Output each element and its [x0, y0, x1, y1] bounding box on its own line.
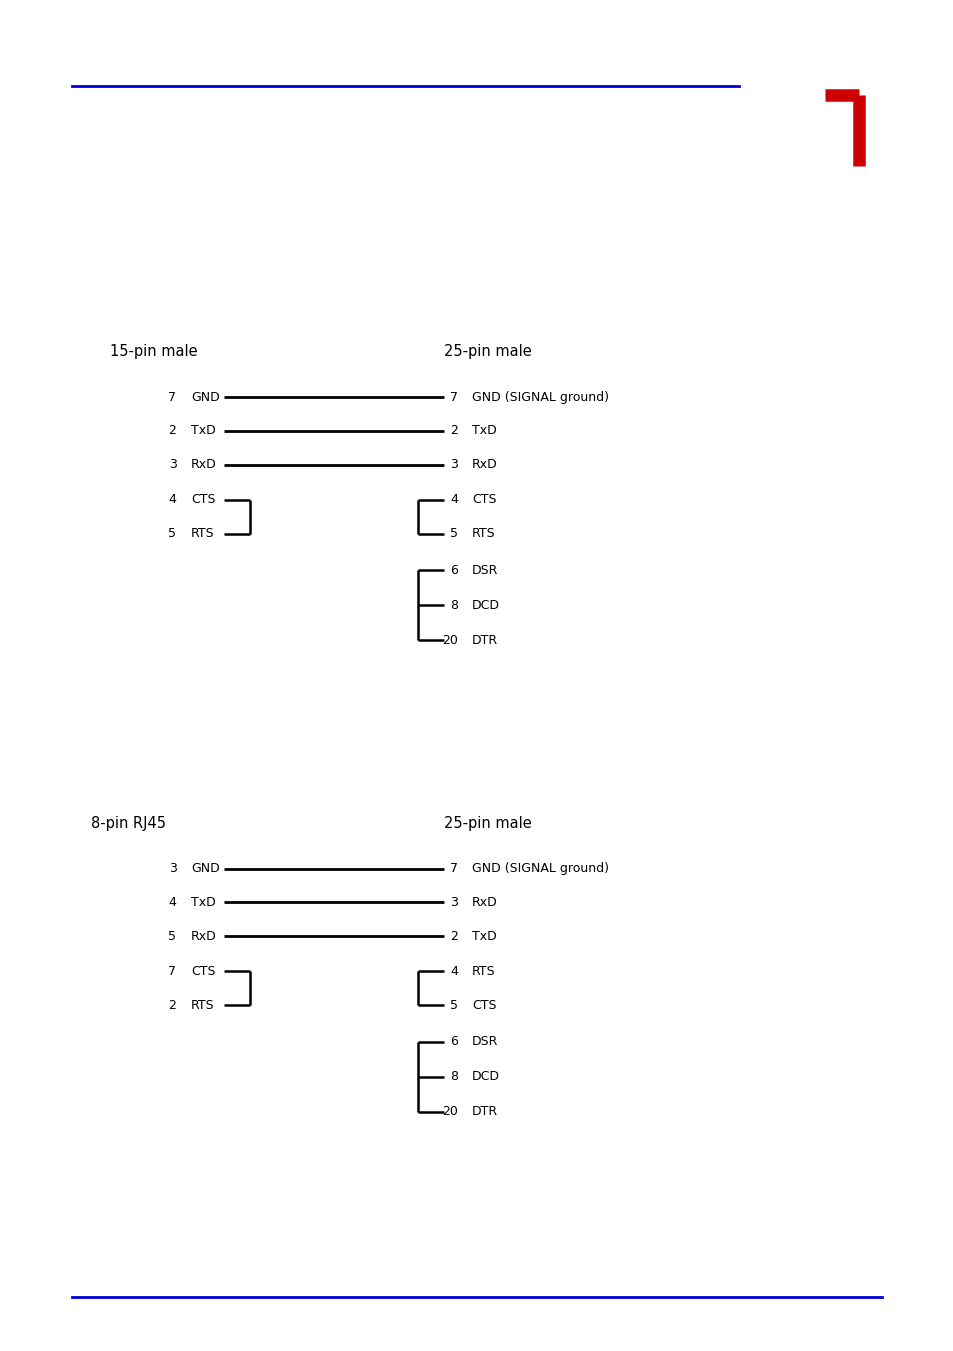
- Text: 25-pin male: 25-pin male: [443, 345, 531, 359]
- Text: 5: 5: [450, 527, 457, 540]
- Text: GND (SIGNAL ground): GND (SIGNAL ground): [472, 862, 609, 875]
- Text: DSR: DSR: [472, 1035, 498, 1048]
- Text: GND (SIGNAL ground): GND (SIGNAL ground): [472, 390, 609, 404]
- Text: 2: 2: [450, 929, 457, 943]
- Text: 4: 4: [169, 493, 176, 507]
- Text: 4: 4: [450, 965, 457, 978]
- Text: RTS: RTS: [191, 527, 214, 540]
- Text: 2: 2: [169, 424, 176, 438]
- Text: 3: 3: [450, 458, 457, 471]
- Text: 8-pin RJ45: 8-pin RJ45: [91, 816, 166, 831]
- Text: DCD: DCD: [472, 598, 499, 612]
- Text: TxD: TxD: [191, 896, 215, 909]
- Text: DSR: DSR: [472, 563, 498, 577]
- Text: 6: 6: [450, 563, 457, 577]
- Text: TxD: TxD: [191, 424, 215, 438]
- Text: 5: 5: [169, 929, 176, 943]
- Text: CTS: CTS: [472, 998, 497, 1012]
- Text: RxD: RxD: [191, 458, 216, 471]
- Text: RxD: RxD: [472, 896, 497, 909]
- Text: TxD: TxD: [472, 424, 497, 438]
- Text: RTS: RTS: [191, 998, 214, 1012]
- Text: 8: 8: [450, 1070, 457, 1084]
- Text: 7: 7: [450, 862, 457, 875]
- Text: 4: 4: [450, 493, 457, 507]
- Text: 20: 20: [441, 634, 457, 647]
- Text: 3: 3: [450, 896, 457, 909]
- Text: 5: 5: [450, 998, 457, 1012]
- Text: 20: 20: [441, 1105, 457, 1119]
- Text: 7: 7: [450, 390, 457, 404]
- Text: TxD: TxD: [472, 929, 497, 943]
- Text: CTS: CTS: [191, 965, 215, 978]
- Text: DCD: DCD: [472, 1070, 499, 1084]
- Text: 6: 6: [450, 1035, 457, 1048]
- Text: RxD: RxD: [472, 458, 497, 471]
- Text: 4: 4: [169, 896, 176, 909]
- Text: RTS: RTS: [472, 527, 496, 540]
- Text: GND: GND: [191, 862, 219, 875]
- Text: 25-pin male: 25-pin male: [443, 816, 531, 831]
- Text: DTR: DTR: [472, 1105, 497, 1119]
- Text: RxD: RxD: [191, 929, 216, 943]
- Text: 7: 7: [169, 965, 176, 978]
- Text: CTS: CTS: [472, 493, 497, 507]
- Text: RTS: RTS: [472, 965, 496, 978]
- Text: 2: 2: [450, 424, 457, 438]
- Text: 8: 8: [450, 598, 457, 612]
- Text: CTS: CTS: [191, 493, 215, 507]
- Text: 2: 2: [169, 998, 176, 1012]
- Text: 3: 3: [169, 458, 176, 471]
- Text: DTR: DTR: [472, 634, 497, 647]
- Text: GND: GND: [191, 390, 219, 404]
- Text: 3: 3: [169, 862, 176, 875]
- Text: 15-pin male: 15-pin male: [110, 345, 197, 359]
- Text: 7: 7: [169, 390, 176, 404]
- Text: 5: 5: [169, 527, 176, 540]
